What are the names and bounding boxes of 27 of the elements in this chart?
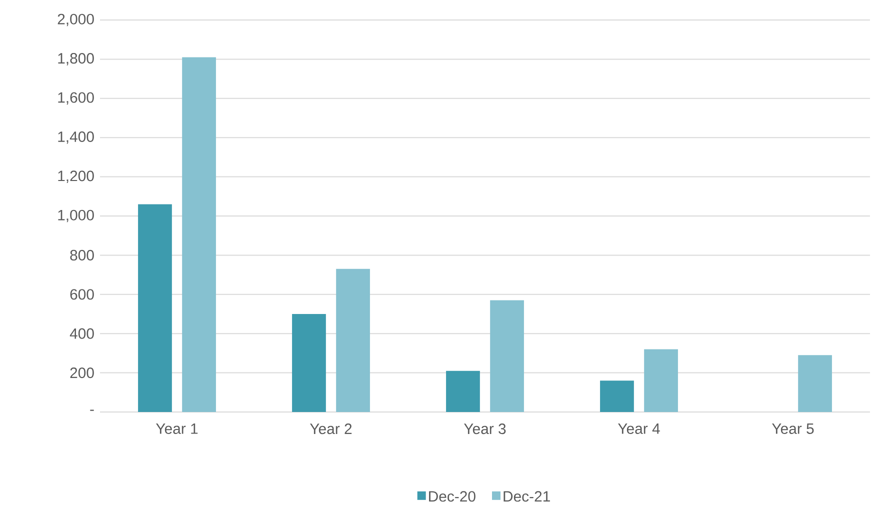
y-tick-label: 200 <box>70 368 94 378</box>
y-tick-label: 2,000 <box>58 14 94 26</box>
bar <box>182 57 216 412</box>
y-tick-label: 600 <box>70 289 94 300</box>
x-tick-label: Year 4 <box>618 424 660 434</box>
legend-label: Dec-21 <box>504 491 550 502</box>
bar <box>138 204 172 412</box>
y-tick-label: 1,200 <box>58 170 94 183</box>
x-tick-label: Year 2 <box>310 424 352 434</box>
y-tick-label: 1,800 <box>58 53 94 66</box>
bar <box>292 314 326 412</box>
bar <box>446 370 480 412</box>
bar <box>644 349 678 412</box>
y-tick-label: 400 <box>70 328 94 339</box>
y-tick-label: 800 <box>70 250 94 260</box>
y-tick-label: - <box>90 410 94 411</box>
legend-label: Dec-20 <box>429 491 476 502</box>
x-tick-label: Year 1 <box>156 424 198 434</box>
bar <box>798 355 832 412</box>
bar <box>490 300 524 412</box>
bar <box>600 380 634 412</box>
x-tick-label: Year 3 <box>464 424 506 434</box>
y-tick-label: 1,000 <box>58 210 94 222</box>
y-tick-label: 1,400 <box>58 131 94 144</box>
x-tick-label: Year 5 <box>772 424 814 434</box>
bar <box>336 268 370 412</box>
y-tick-label: 1,600 <box>58 92 94 105</box>
